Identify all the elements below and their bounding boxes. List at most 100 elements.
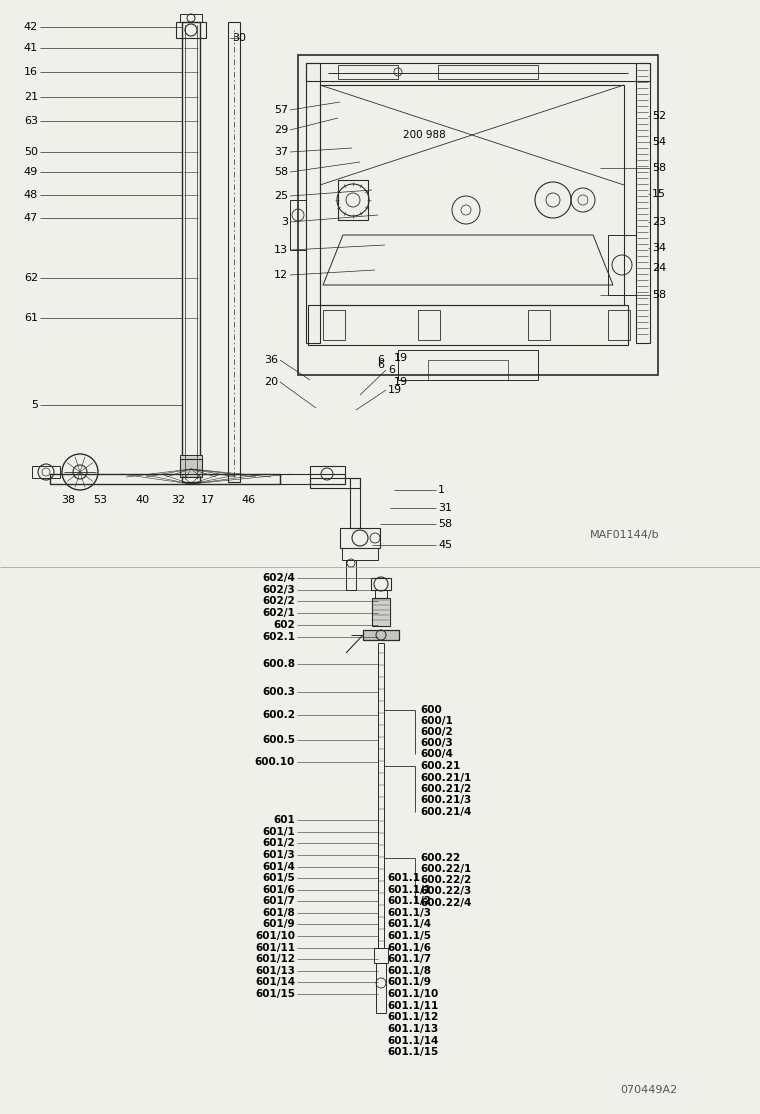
- Text: 21: 21: [24, 92, 38, 102]
- Text: 600.10: 600.10: [255, 758, 295, 768]
- Bar: [180, 14, 202, 22]
- Text: 57: 57: [274, 105, 288, 115]
- Text: 601.1/7: 601.1/7: [387, 954, 431, 964]
- Text: 601/6: 601/6: [262, 885, 295, 895]
- Text: 58: 58: [438, 519, 452, 529]
- Text: 602/2: 602/2: [262, 596, 295, 606]
- Text: 37: 37: [274, 147, 288, 157]
- Bar: [306, 63, 320, 343]
- Bar: [350, 478, 360, 528]
- Text: 48: 48: [24, 190, 38, 201]
- Text: 40: 40: [136, 495, 150, 505]
- Bar: [608, 235, 636, 295]
- Text: 600: 600: [420, 705, 442, 715]
- Text: 53: 53: [93, 495, 107, 505]
- Text: 601/15: 601/15: [255, 989, 295, 999]
- Text: 54: 54: [652, 137, 666, 147]
- Text: 38: 38: [61, 495, 75, 505]
- Bar: [310, 466, 345, 483]
- Bar: [50, 473, 280, 483]
- Text: 601.1/10: 601.1/10: [387, 989, 439, 999]
- Bar: [378, 643, 384, 948]
- Bar: [32, 466, 60, 478]
- Bar: [374, 948, 388, 962]
- Text: 200 988: 200 988: [403, 130, 446, 140]
- Text: 600.21/2: 600.21/2: [420, 784, 471, 794]
- Text: 601.1/3: 601.1/3: [387, 908, 431, 918]
- Text: 19: 19: [388, 385, 402, 395]
- Bar: [636, 63, 650, 343]
- Text: 601.1/15: 601.1/15: [387, 1047, 439, 1057]
- Text: 601.1/14: 601.1/14: [387, 1036, 439, 1046]
- Bar: [608, 310, 630, 340]
- Bar: [338, 180, 368, 219]
- Text: 1: 1: [438, 485, 445, 495]
- Text: 600.22/2: 600.22/2: [420, 874, 471, 885]
- Bar: [528, 310, 550, 340]
- Bar: [375, 590, 387, 598]
- Text: 601/10: 601/10: [255, 931, 295, 941]
- Text: 602: 602: [274, 620, 295, 631]
- Text: 601.1/1: 601.1/1: [387, 885, 431, 895]
- Text: 600.22/4: 600.22/4: [420, 898, 471, 908]
- Text: 601: 601: [274, 815, 295, 825]
- Text: 601.1/5: 601.1/5: [387, 931, 431, 941]
- Text: 601.1/6: 601.1/6: [387, 942, 431, 952]
- Bar: [306, 63, 650, 81]
- Text: 601/12: 601/12: [255, 954, 295, 964]
- Text: 601.1/12: 601.1/12: [387, 1012, 439, 1022]
- Text: 29: 29: [274, 125, 288, 135]
- Text: 49: 49: [24, 167, 38, 177]
- Text: 601/8: 601/8: [262, 908, 295, 918]
- Bar: [346, 560, 356, 590]
- Text: 58: 58: [274, 167, 288, 177]
- Text: 600/2: 600/2: [420, 727, 453, 737]
- Text: 601.1/13: 601.1/13: [387, 1024, 439, 1034]
- Text: 31: 31: [438, 504, 452, 514]
- Text: 070449A2: 070449A2: [620, 1085, 677, 1095]
- Text: 16: 16: [24, 67, 38, 77]
- Text: 47: 47: [24, 213, 38, 223]
- Text: 600/4: 600/4: [420, 749, 453, 759]
- Text: 601/2: 601/2: [262, 838, 295, 848]
- Text: 6: 6: [377, 355, 384, 365]
- Text: 62: 62: [24, 273, 38, 283]
- Bar: [372, 598, 390, 626]
- Text: 601/3: 601/3: [262, 850, 295, 860]
- Text: 600/3: 600/3: [420, 737, 453, 747]
- Text: 19: 19: [394, 353, 408, 363]
- Text: 52: 52: [652, 111, 666, 121]
- Text: 601.1/9: 601.1/9: [387, 977, 431, 987]
- Text: 17: 17: [201, 495, 215, 505]
- Bar: [438, 65, 538, 79]
- Text: 600.21/1: 600.21/1: [420, 773, 471, 783]
- Text: 601/1: 601/1: [262, 827, 295, 837]
- Bar: [371, 578, 391, 590]
- Bar: [320, 85, 624, 305]
- Text: 15: 15: [652, 189, 666, 199]
- Text: 600.3: 600.3: [262, 687, 295, 697]
- Text: 36: 36: [264, 355, 278, 365]
- Text: 602.1: 602.1: [262, 632, 295, 642]
- Bar: [342, 548, 378, 560]
- Text: 6: 6: [388, 365, 395, 375]
- Text: 25: 25: [274, 190, 288, 201]
- Text: 45: 45: [438, 540, 452, 550]
- Text: 602/3: 602/3: [262, 585, 295, 595]
- Text: 601/7: 601/7: [262, 896, 295, 906]
- Text: 63: 63: [24, 116, 38, 126]
- Text: 600.21/4: 600.21/4: [420, 807, 471, 817]
- Text: 12: 12: [274, 270, 288, 280]
- Text: 601.1: 601.1: [387, 873, 420, 883]
- Text: MAF01144/b: MAF01144/b: [590, 530, 660, 540]
- Bar: [180, 455, 202, 475]
- Text: 6: 6: [377, 360, 384, 370]
- Text: 34: 34: [652, 243, 666, 253]
- Text: 32: 32: [171, 495, 185, 505]
- Bar: [338, 65, 398, 79]
- Text: 601/14: 601/14: [255, 977, 295, 987]
- Bar: [180, 459, 202, 477]
- Bar: [280, 473, 345, 483]
- Text: 600.22: 600.22: [420, 853, 461, 863]
- Text: 41: 41: [24, 43, 38, 53]
